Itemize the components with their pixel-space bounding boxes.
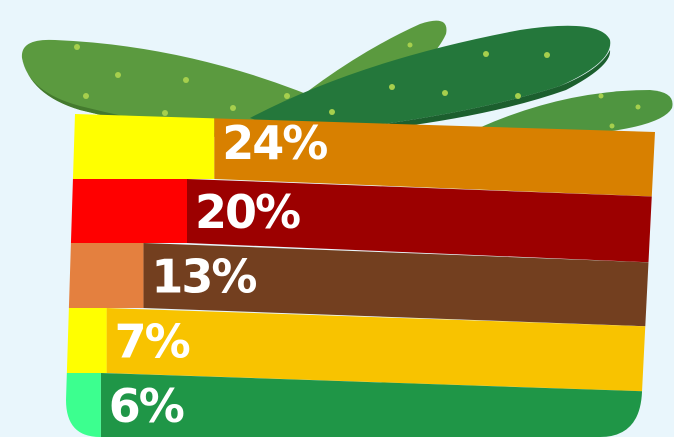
data-label-3: 13% xyxy=(151,250,256,304)
bar-highlight-4 xyxy=(56,308,107,373)
data-label-5: 6% xyxy=(109,379,184,433)
data-label-1: 24% xyxy=(222,116,327,170)
bar-highlight-3 xyxy=(58,243,143,308)
data-label-2: 20% xyxy=(195,185,300,239)
data-label-4: 7% xyxy=(115,315,190,369)
bar-highlight-5 xyxy=(56,373,101,437)
bar-highlight-2 xyxy=(61,179,187,243)
